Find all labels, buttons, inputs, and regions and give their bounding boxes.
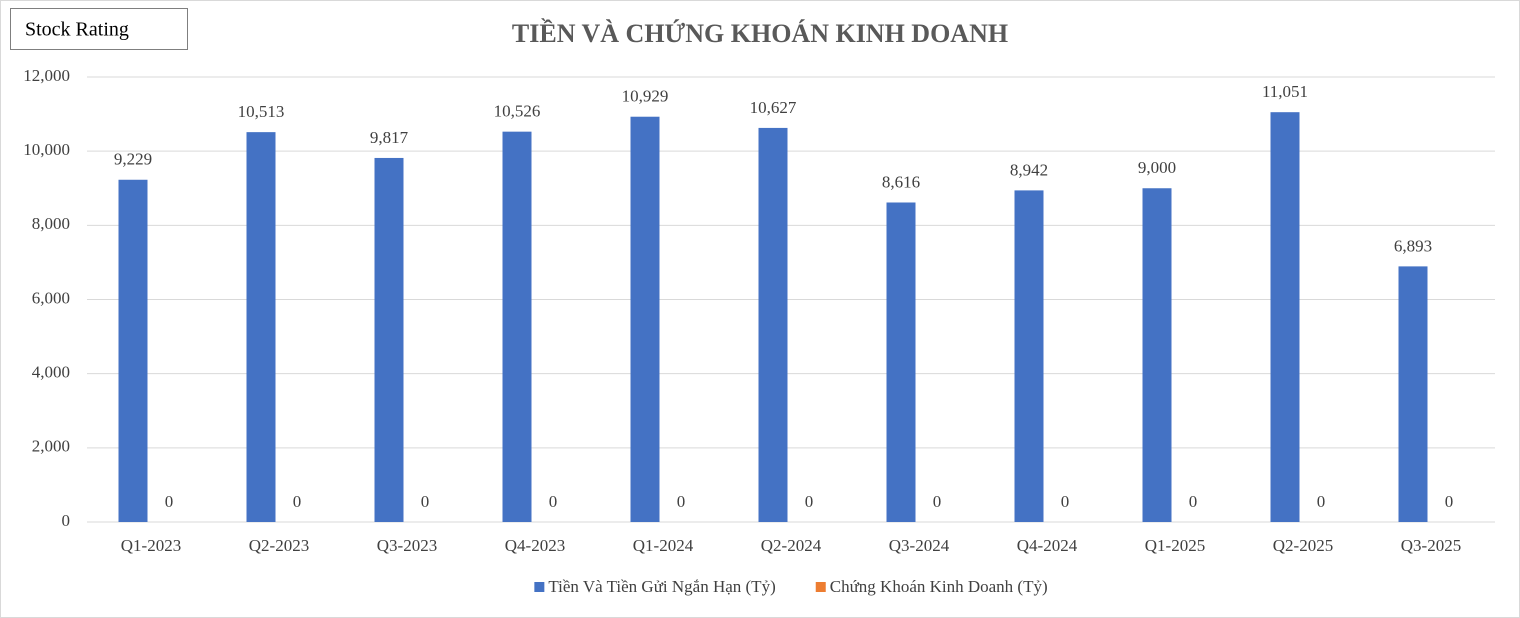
data-label: 8,942 bbox=[1010, 160, 1048, 179]
legend-swatch bbox=[534, 582, 545, 592]
data-label: 0 bbox=[549, 492, 558, 511]
x-tick-label: Q2-2023 bbox=[249, 536, 309, 555]
bar bbox=[758, 127, 788, 523]
x-tick-label: Q2-2025 bbox=[1273, 536, 1333, 555]
x-tick-label: Q1-2024 bbox=[633, 536, 694, 555]
chart-title: TIỀN VÀ CHỨNG KHOÁN KINH DOANH bbox=[512, 19, 1008, 48]
bar bbox=[1270, 112, 1300, 523]
legend-label: Chứng Khoán Kinh Doanh (Tỷ) bbox=[830, 577, 1048, 596]
data-label: 10,627 bbox=[750, 98, 797, 117]
x-tick-label: Q3-2023 bbox=[377, 536, 437, 555]
bar bbox=[118, 179, 148, 522]
y-tick-label: 10,000 bbox=[23, 140, 70, 159]
data-label: 9,000 bbox=[1138, 158, 1176, 177]
data-label: 0 bbox=[677, 492, 686, 511]
data-label: 0 bbox=[805, 492, 814, 511]
data-label: 11,051 bbox=[1262, 82, 1308, 101]
y-tick-label: 6,000 bbox=[32, 288, 70, 307]
y-tick-label: 12,000 bbox=[23, 66, 70, 85]
x-tick-label: Q1-2023 bbox=[121, 536, 181, 555]
x-tick-label: Q4-2024 bbox=[1017, 536, 1078, 555]
bar bbox=[1014, 190, 1044, 523]
badge-box bbox=[10, 8, 188, 50]
badge: Stock Rating bbox=[25, 19, 129, 41]
data-label: 0 bbox=[165, 492, 174, 511]
data-label: 0 bbox=[1061, 492, 1070, 511]
bar bbox=[374, 157, 404, 522]
data-label: 10,929 bbox=[622, 87, 669, 106]
data-label: 0 bbox=[1189, 492, 1198, 511]
x-tick-label: Q4-2023 bbox=[505, 536, 565, 555]
bar bbox=[502, 131, 532, 522]
bar bbox=[1142, 188, 1172, 522]
data-label: 0 bbox=[933, 492, 942, 511]
legend-swatch bbox=[815, 582, 826, 592]
bar bbox=[886, 202, 916, 523]
y-tick-label: 8,000 bbox=[32, 214, 70, 233]
x-tick-label: Q3-2024 bbox=[889, 536, 950, 555]
y-tick-label: 0 bbox=[62, 511, 71, 530]
x-tick-label: Q3-2025 bbox=[1401, 536, 1461, 555]
legend-label: Tiền Và Tiền Gửi Ngắn Hạn (Tỷ) bbox=[548, 577, 775, 596]
x-tick-label: Q2-2024 bbox=[761, 536, 822, 555]
bar bbox=[630, 116, 660, 522]
data-label: 0 bbox=[1445, 492, 1454, 511]
data-label: 9,817 bbox=[370, 128, 409, 147]
x-tick-label: Q1-2025 bbox=[1145, 536, 1205, 555]
y-tick-label: 4,000 bbox=[32, 363, 70, 382]
data-label: 9,229 bbox=[114, 150, 152, 169]
data-label: 8,616 bbox=[882, 172, 920, 191]
data-label: 10,526 bbox=[494, 102, 541, 121]
y-tick-label: 2,000 bbox=[32, 437, 70, 456]
data-label: 0 bbox=[421, 492, 430, 511]
data-label: 0 bbox=[1317, 492, 1326, 511]
bar bbox=[1398, 266, 1428, 522]
data-label: 6,893 bbox=[1394, 236, 1432, 255]
data-label: 0 bbox=[293, 492, 302, 511]
data-label: 10,513 bbox=[238, 102, 285, 121]
bar bbox=[246, 132, 276, 522]
